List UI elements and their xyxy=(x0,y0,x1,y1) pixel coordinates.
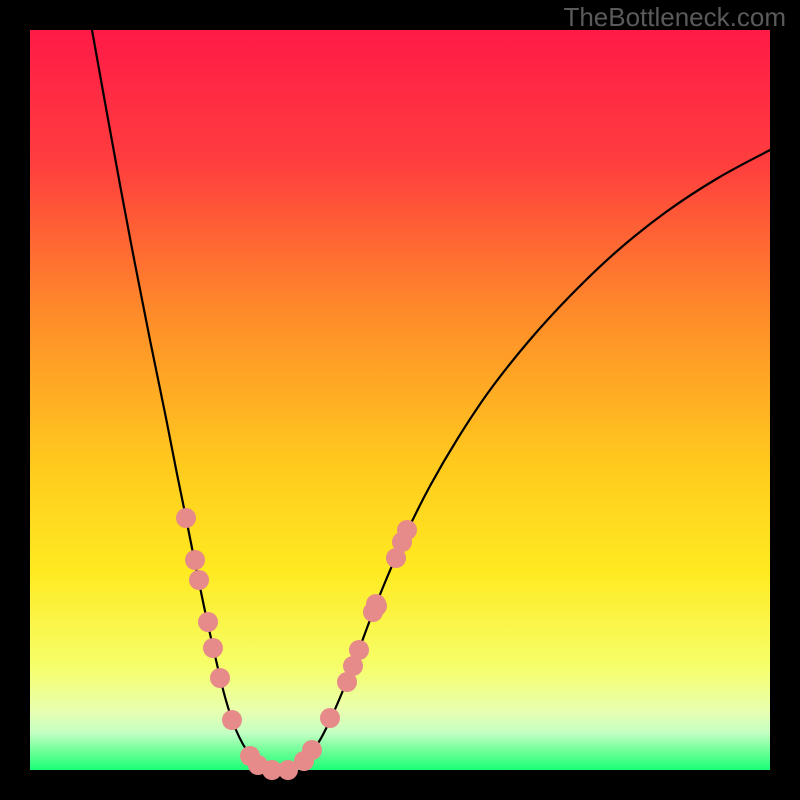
data-marker xyxy=(397,520,417,540)
plot-background xyxy=(30,30,770,770)
bottleneck-chart: TheBottleneck.com xyxy=(0,0,800,800)
data-marker xyxy=(320,708,340,728)
data-marker xyxy=(367,596,387,616)
data-marker xyxy=(185,550,205,570)
data-marker xyxy=(302,740,322,760)
chart-svg xyxy=(0,0,800,800)
data-marker xyxy=(203,638,223,658)
data-marker xyxy=(222,710,242,730)
data-marker xyxy=(176,508,196,528)
data-marker xyxy=(349,640,369,660)
data-marker xyxy=(189,570,209,590)
data-marker xyxy=(210,668,230,688)
data-marker xyxy=(198,612,218,632)
watermark-text: TheBottleneck.com xyxy=(563,2,786,33)
